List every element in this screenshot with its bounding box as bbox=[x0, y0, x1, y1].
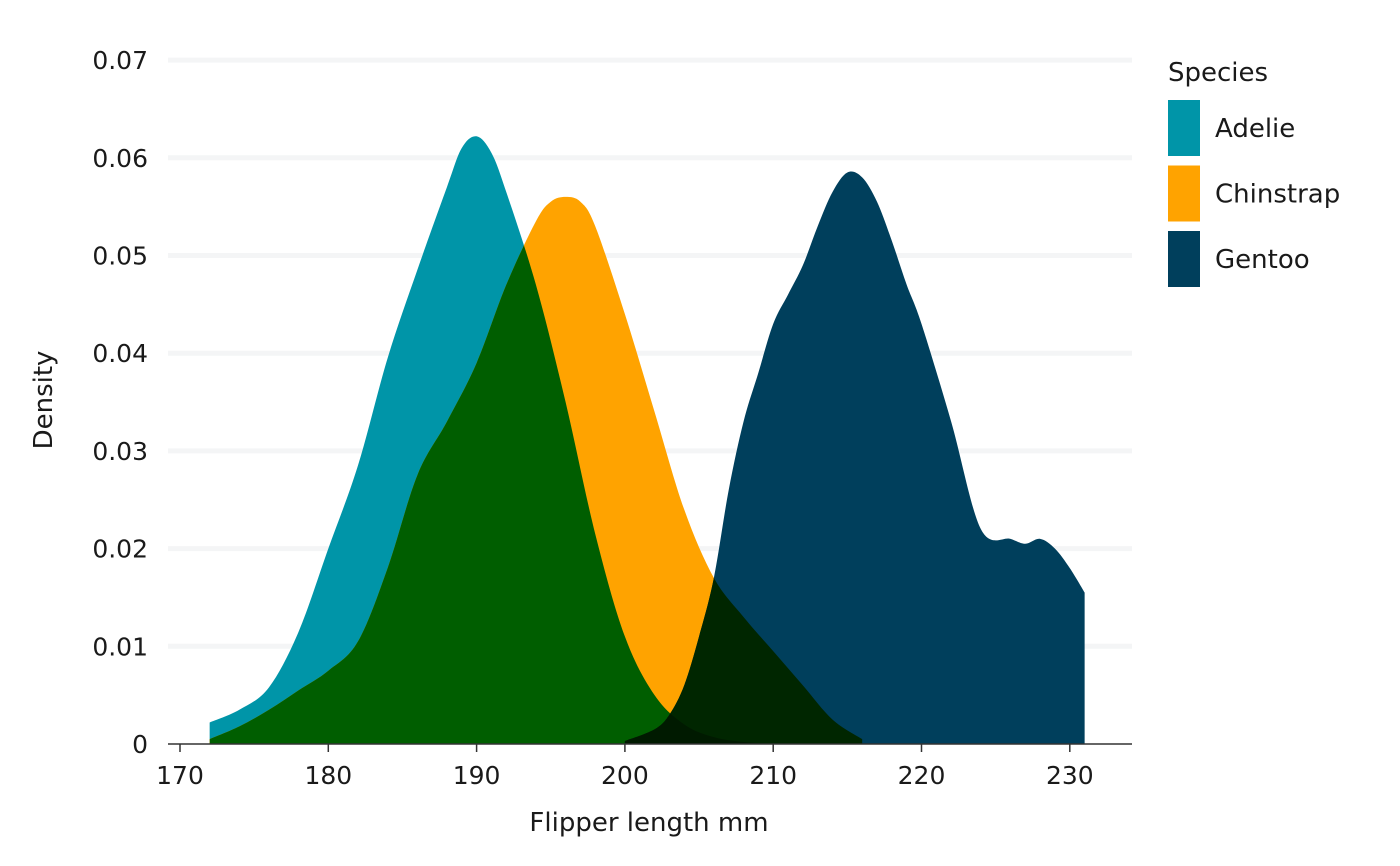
y-tick-label-0: 0 bbox=[132, 730, 148, 759]
y-tick-label-1: 0.01 bbox=[92, 632, 148, 661]
x-tick-label-210: 210 bbox=[749, 761, 797, 790]
legend: Species Adelie Chinstrap Gentoo bbox=[1168, 58, 1340, 287]
y-axis-title: Density bbox=[29, 351, 59, 450]
x-tick-label-170: 170 bbox=[156, 761, 204, 790]
legend-swatch-chinstrap bbox=[1168, 165, 1200, 222]
x-tick-label-200: 200 bbox=[601, 761, 649, 790]
legend-label-adelie: Adelie bbox=[1215, 114, 1295, 144]
y-tick-label-2: 0.02 bbox=[92, 535, 148, 564]
density-areas bbox=[209, 136, 1085, 744]
legend-swatch-gentoo bbox=[1168, 231, 1200, 287]
legend-label-chinstrap: Chinstrap bbox=[1215, 180, 1340, 210]
y-tick-label-6: 0.06 bbox=[92, 144, 148, 173]
density-area-gentoo bbox=[624, 171, 1085, 744]
y-tick-label-3: 0.03 bbox=[92, 437, 148, 466]
x-tick-label-180: 180 bbox=[304, 761, 352, 790]
axes: 170 180 190 200 210 220 230 0 0.01 0.02 0.03 0.04 0.… bbox=[29, 46, 1132, 838]
y-tick-label-7: 0.07 bbox=[92, 46, 148, 75]
legend-swatch-adelie bbox=[1168, 100, 1200, 156]
x-tick-label-230: 230 bbox=[1046, 761, 1094, 790]
x-tick-label-220: 220 bbox=[898, 761, 946, 790]
x-tick-label-190: 190 bbox=[453, 761, 501, 790]
y-tick-label-5: 0.05 bbox=[92, 242, 148, 271]
y-tick-label-4: 0.04 bbox=[92, 339, 148, 368]
legend-title: Species bbox=[1168, 58, 1268, 88]
x-axis-title: Flipper length mm bbox=[529, 808, 768, 838]
legend-label-gentoo: Gentoo bbox=[1215, 245, 1310, 275]
